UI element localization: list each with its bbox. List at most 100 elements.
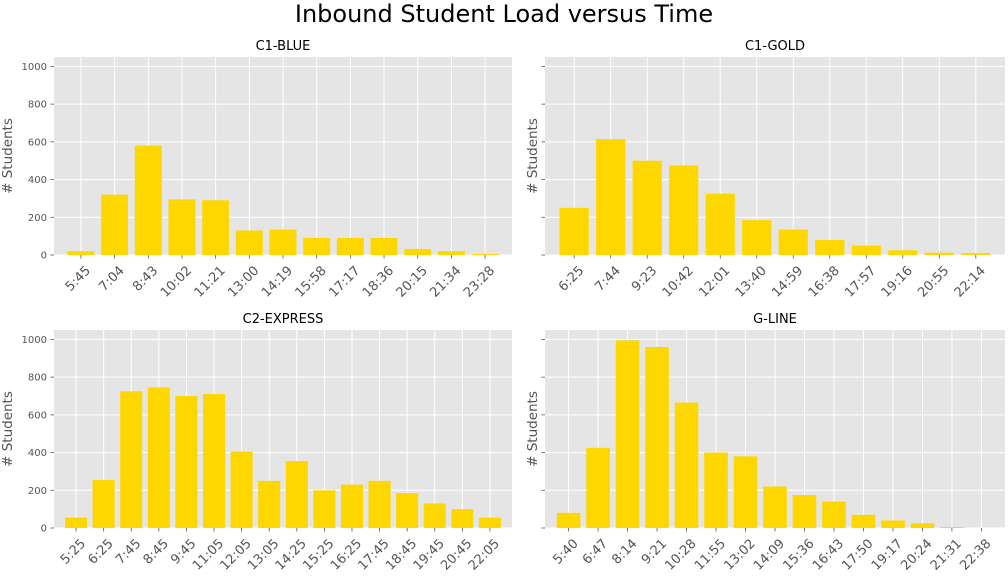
y-tick-label: 0 (41, 251, 47, 262)
x-tick-label: 7:04 (96, 263, 127, 294)
x-tick-label: 6:47 (580, 536, 611, 567)
x-tick-label: 14:59 (769, 263, 806, 300)
bar-20-45 (451, 509, 474, 528)
panel-title: C1-BLUE (256, 39, 311, 54)
x-tick-label: 21:34 (427, 263, 464, 300)
y-tick-label: 1000 (22, 62, 47, 73)
x-tick-label: 19:16 (879, 263, 916, 300)
bar-13-02 (733, 456, 758, 528)
bar-8-43 (134, 145, 162, 255)
x-tick-label: 23:28 (461, 263, 498, 300)
x-tick-label: 17:17 (326, 263, 363, 300)
x-tick-label: 7:45 (113, 536, 144, 567)
panel-g-line: 5:406:478:149:2110:2811:5513:0214:0915:3… (525, 312, 1005, 574)
bar-13-05 (258, 480, 281, 528)
bar-20-24 (910, 523, 935, 528)
bar-10-02 (168, 199, 196, 255)
x-tick-label: 5:40 (550, 536, 581, 567)
x-tick-label: 6:25 (556, 263, 587, 294)
bar-16-38 (815, 239, 845, 255)
x-tick-label: 20:55 (915, 263, 952, 300)
bar-18-36 (370, 238, 398, 255)
x-tick-label: 12:01 (696, 263, 733, 300)
bar-21-34 (437, 251, 465, 255)
y-axis-label: # Students (525, 391, 541, 467)
bar-15-36 (792, 495, 817, 528)
bar-6-25 (559, 207, 589, 255)
bar-19-45 (423, 503, 446, 528)
x-tick-label: 18:36 (360, 263, 397, 300)
bar-22-05 (478, 517, 501, 528)
bar-9-23 (632, 160, 662, 255)
y-tick-label: 0 (41, 524, 47, 535)
bar-19-17 (881, 520, 905, 528)
y-tick-label: 600 (28, 137, 47, 148)
bar-12-05 (230, 451, 253, 528)
bar-17-17 (336, 238, 364, 255)
bar-7-04 (101, 194, 129, 255)
bar-16-25 (340, 484, 364, 528)
bar-6-25 (92, 479, 115, 528)
x-tick-label: 22:05 (466, 536, 503, 573)
x-tick-label: 10:42 (660, 263, 697, 300)
panel-c2-express: 020040060080010005:256:257:458:459:4511:… (0, 312, 512, 574)
x-tick-label: 9:23 (629, 263, 660, 294)
x-tick-label: 13:40 (733, 263, 770, 300)
y-tick-label: 600 (28, 410, 47, 421)
x-tick-label: 5:25 (58, 536, 89, 567)
x-tick-label: 22:14 (952, 263, 989, 300)
bar-13-40 (742, 220, 772, 255)
bar-21-31 (940, 527, 964, 528)
figure-title: Inbound Student Load versus Time (295, 0, 713, 28)
x-tick-label: 17:57 (842, 263, 879, 300)
x-tick-label: 6:25 (85, 536, 116, 567)
bar-7-45 (120, 391, 143, 528)
bar-9-45 (175, 396, 198, 528)
bar-17-45 (368, 480, 391, 528)
bar-22-14 (961, 253, 991, 255)
bar-14-25 (285, 461, 308, 528)
bar-13-00 (235, 230, 263, 255)
y-axis-label: # Students (0, 391, 16, 467)
y-tick-label: 800 (28, 100, 47, 111)
x-tick-label: 15:58 (293, 263, 330, 300)
y-tick-label: 800 (28, 373, 47, 384)
bar-19-16 (888, 250, 918, 255)
x-tick-label: 7:44 (593, 263, 624, 294)
y-axis-label: # Students (525, 118, 541, 194)
bar-11-21 (202, 200, 230, 255)
x-tick-label: 13:00 (225, 263, 262, 300)
x-tick-label: 8:14 (609, 536, 640, 567)
y-tick-label: 400 (28, 175, 47, 186)
bar-9-21 (645, 346, 669, 528)
x-tick-label: 10:28 (662, 536, 699, 573)
bar-15-58 (303, 238, 331, 255)
x-tick-label: 16:38 (806, 263, 843, 300)
bar-23-28 (471, 254, 499, 255)
bar-14-59 (778, 229, 808, 255)
bar-20-55 (924, 252, 954, 255)
x-tick-label: 21:31 (928, 536, 965, 573)
x-tick-label: 11:55 (692, 536, 729, 573)
panel-title: G-LINE (753, 312, 797, 327)
bar-10-28 (674, 402, 699, 528)
y-tick-label: 200 (28, 213, 47, 224)
bar-5-40 (556, 512, 581, 528)
x-tick-label: 10:02 (158, 263, 195, 300)
x-tick-label: 13:02 (721, 536, 758, 573)
bar-5-25 (65, 517, 88, 528)
bar-8-14 (615, 340, 640, 528)
x-tick-label: 11:21 (192, 263, 229, 300)
bar-10-42 (669, 165, 699, 255)
panel-title: C2-EXPRESS (243, 312, 324, 327)
x-tick-label: 20:15 (394, 263, 431, 300)
bar-15-25 (313, 490, 336, 528)
x-tick-label: 14:19 (259, 263, 296, 300)
bar-14-19 (269, 229, 297, 255)
x-tick-label: 19:17 (869, 536, 906, 573)
bar-5-45 (67, 251, 95, 255)
y-tick-label: 1000 (22, 335, 47, 346)
